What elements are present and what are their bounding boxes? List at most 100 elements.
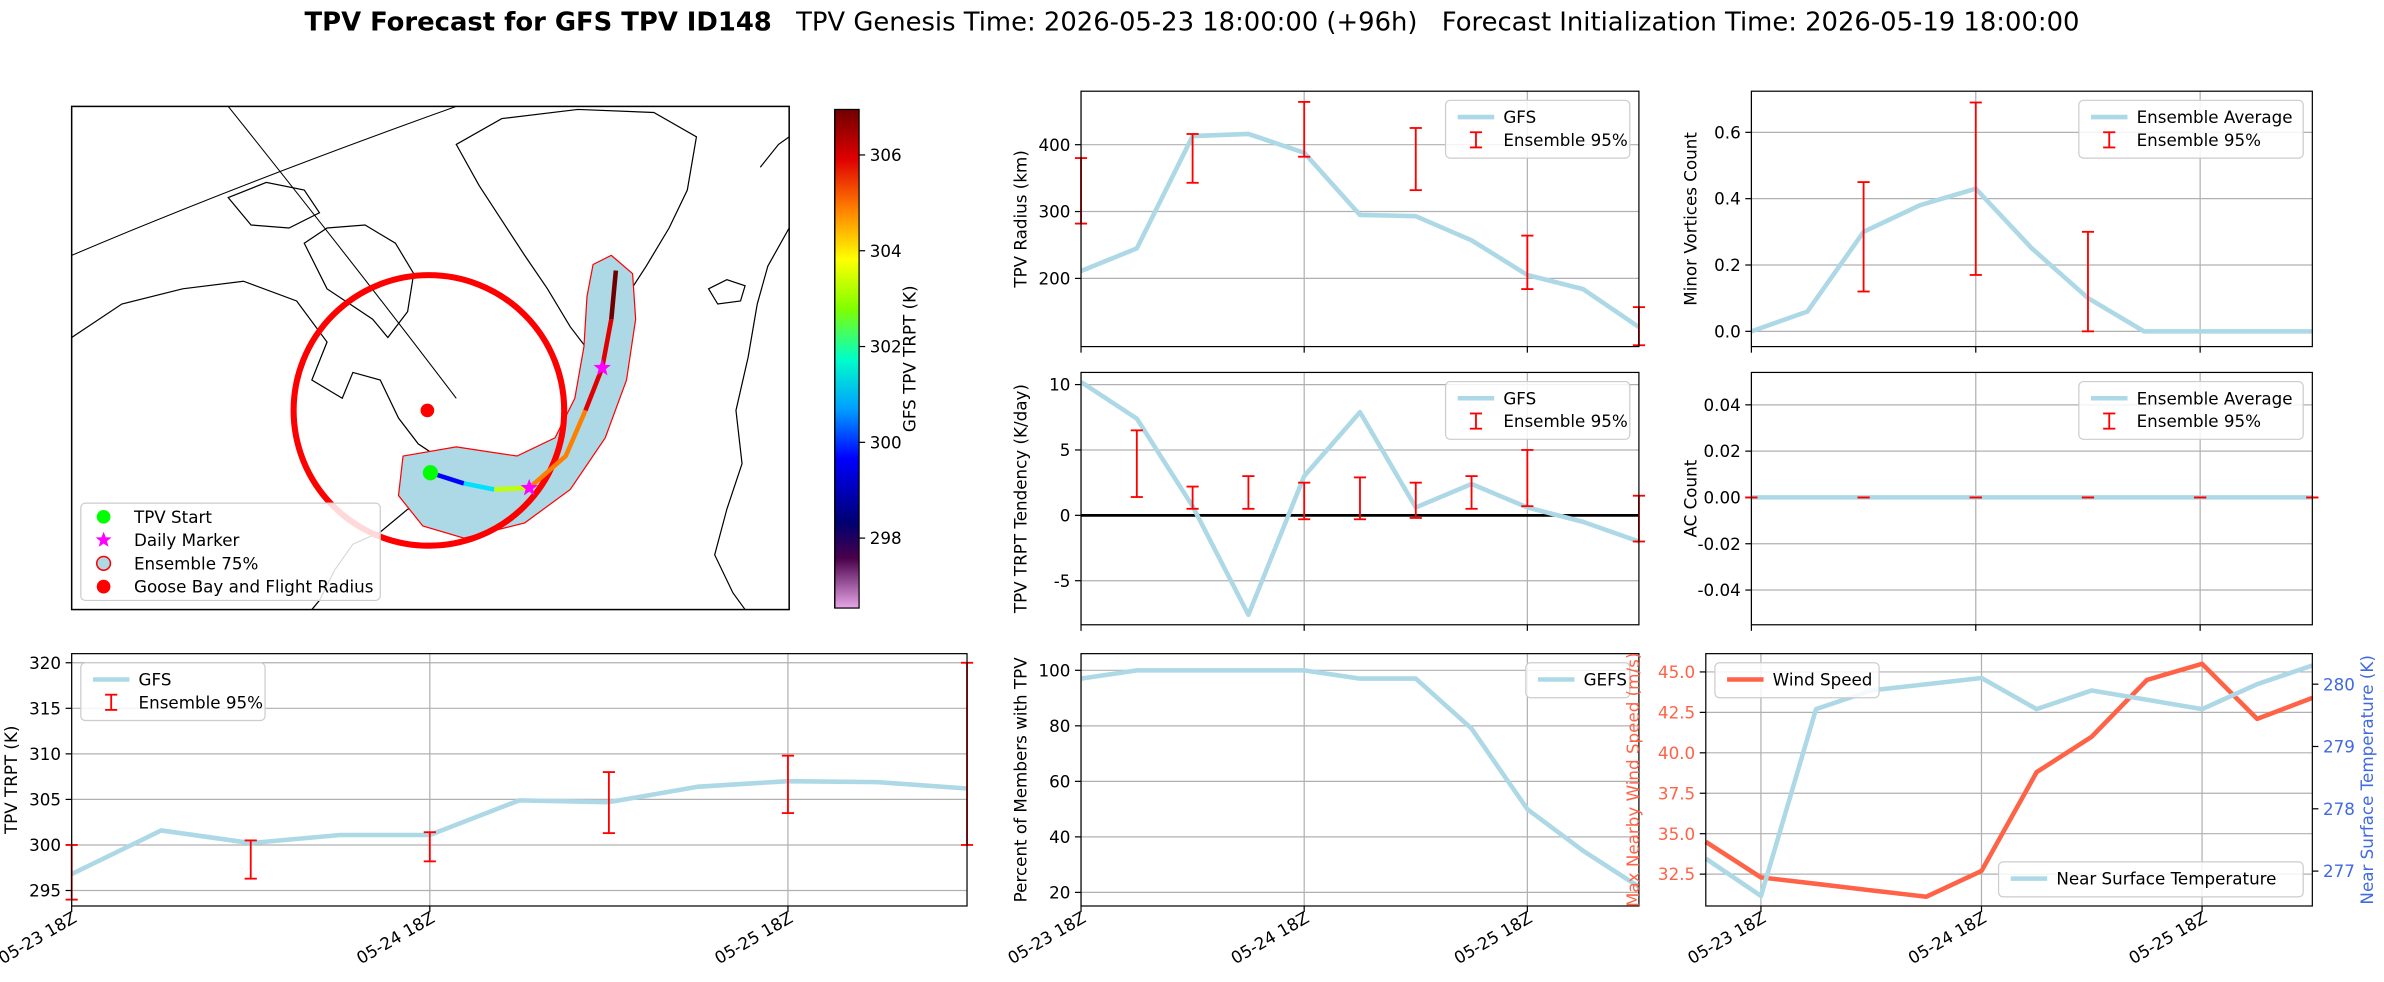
legend-label: Ensemble 95% — [139, 692, 263, 712]
y-axis-label: TPV TRPT Tendency (K/day) — [1010, 384, 1030, 614]
y-tick-label: 20 — [1049, 882, 1070, 902]
y-tick-label: 0.6 — [1714, 122, 1741, 142]
y-tick-label: -5 — [1054, 571, 1071, 591]
y-tick-label: 45.0 — [1658, 662, 1695, 682]
legend-label: GFS — [1503, 107, 1536, 127]
legend-label: Near Surface Temperature — [2056, 869, 2276, 889]
y-tick-label: 40 — [1049, 827, 1070, 847]
y-tick-label: 0.0 — [1714, 321, 1741, 341]
data-line — [1080, 668, 1641, 889]
y2-tick-label: 279 — [2323, 737, 2355, 757]
legend-label: Ensemble 75% — [134, 553, 258, 573]
goose-bay — [420, 403, 435, 418]
legend-box — [2078, 380, 2304, 440]
coastline — [759, 136, 790, 168]
y-tick-label: 32.5 — [1658, 864, 1695, 884]
y-tick-label: -0.04 — [1697, 580, 1740, 600]
y-tick-label: 0.02 — [1704, 441, 1741, 461]
daily-marker — [593, 358, 611, 376]
data-line — [1704, 663, 2314, 899]
legend-box — [2078, 99, 2304, 159]
legend-box — [1525, 662, 1631, 699]
x-tick-label: 05-23 18Z — [1684, 907, 1769, 968]
colorbar-tick-label: 298 — [870, 528, 902, 548]
legend-marker — [95, 531, 112, 547]
x-tick-label: 05-24 18Z — [1227, 907, 1312, 968]
track — [527, 409, 588, 490]
y-axis-label: AC Count — [1681, 459, 1701, 537]
x-tick-label: 05-24 18Z — [1905, 907, 1990, 968]
y-tick-label: 35.0 — [1658, 824, 1695, 844]
axes-frame — [1705, 653, 2313, 907]
flight-radius — [290, 272, 568, 549]
legend-label: Ensemble Average — [2137, 388, 2293, 408]
x-tick-label: 05-25 18Z — [2125, 907, 2210, 968]
legend-label: GFS — [1503, 388, 1536, 408]
axes-frame — [1080, 90, 1640, 348]
x-tick-label: 05-23 18Z — [1004, 907, 1089, 968]
y-tick-label: 80 — [1049, 716, 1070, 736]
legend-box — [1997, 861, 2304, 898]
y-tick-label: 37.5 — [1658, 783, 1695, 803]
legend-marker — [96, 579, 111, 594]
daily-marker — [520, 478, 538, 496]
coastline — [707, 279, 746, 305]
track — [463, 481, 495, 492]
map-frame — [70, 105, 790, 611]
axes-frame — [1080, 653, 1640, 907]
legend-box — [1714, 662, 1880, 699]
data-line — [1750, 186, 2313, 334]
axes-frame — [1750, 90, 2313, 348]
map-boundary — [71, 106, 457, 256]
axes-frame — [1750, 371, 2313, 626]
y-tick-label: 42.5 — [1658, 702, 1695, 722]
y-axis-label: Percent of Members with TPV — [1010, 657, 1030, 903]
legend-marker — [95, 555, 112, 571]
title-init: Forecast Initialization Time: 2026-05-19… — [1442, 7, 2080, 37]
data-line — [70, 778, 968, 877]
y-tick-label: -0.02 — [1697, 534, 1740, 554]
title-genesis: TPV Genesis Time: 2026-05-23 18:00:00 (+… — [795, 7, 1417, 37]
y2-axis-label: Near Surface Temperature (K) — [2357, 655, 2377, 904]
y-tick-label: 400 — [1038, 135, 1070, 155]
x-tick-label: 05-24 18Z — [353, 907, 438, 968]
y-tick-label: 5 — [1060, 440, 1071, 460]
track — [494, 485, 530, 492]
legend-label: Goose Bay and Flight Radius — [134, 577, 373, 597]
coastline — [303, 224, 415, 339]
title-main: TPV Forecast for GFS TPV ID148 — [305, 7, 772, 37]
legend-box — [80, 502, 381, 602]
legend-label: Ensemble 95% — [2137, 411, 2261, 431]
figure-title: TPV Forecast for GFS TPV ID148 TPV Genesi… — [305, 7, 2080, 37]
colorbar-tick-label: 304 — [870, 241, 902, 261]
y-tick-label: 60 — [1049, 771, 1070, 791]
y-axis-label: Minor Vortices Count — [1681, 132, 1701, 306]
y-axis-label: TPV Radius (km) — [1010, 150, 1030, 288]
y-tick-label: 300 — [29, 835, 61, 855]
y-tick-label: 295 — [29, 881, 61, 901]
y-tick-label: 310 — [29, 744, 61, 764]
axes-frame — [1080, 371, 1640, 626]
y-tick-label: 100 — [1038, 660, 1070, 680]
coastline — [714, 227, 790, 610]
legend-label: Wind Speed — [1773, 670, 1873, 690]
y2-tick-label: 277 — [2323, 861, 2355, 881]
y-tick-label: 315 — [29, 698, 61, 718]
y2-tick-label: 278 — [2323, 799, 2355, 819]
legend-label: GFS — [139, 670, 172, 690]
y-axis-label: Max Nearby Wind Speed (m/s) — [1623, 653, 1643, 907]
y-tick-label: 0.04 — [1704, 395, 1741, 415]
legend-label: Ensemble 95% — [2137, 130, 2261, 150]
coastline — [227, 181, 321, 229]
y-axis-label: TPV TRPT (K) — [1, 726, 21, 836]
y-tick-label: 0.2 — [1714, 255, 1741, 275]
data-line — [1080, 131, 1641, 330]
y-tick-label: 200 — [1038, 268, 1070, 288]
y-tick-label: 320 — [29, 653, 61, 673]
data-line — [1079, 380, 1640, 618]
y-tick-label: 10 — [1049, 375, 1070, 395]
map-boundary — [227, 106, 457, 399]
legend-label: Ensemble 95% — [1503, 130, 1627, 150]
y-tick-label: 305 — [29, 789, 61, 809]
